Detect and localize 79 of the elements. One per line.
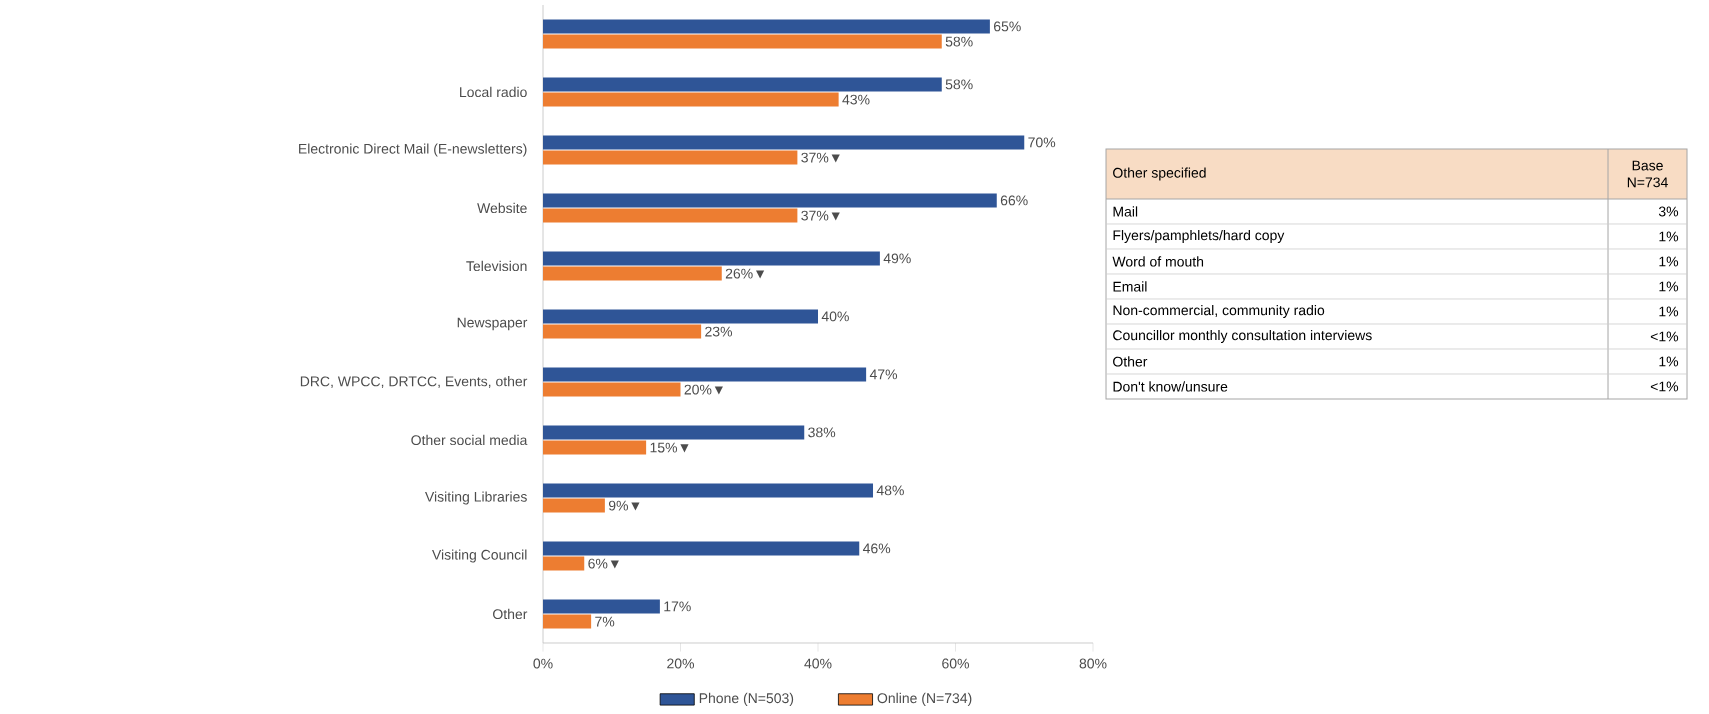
data-label: 47% xyxy=(869,369,898,380)
data-label: 49% xyxy=(883,253,911,264)
data-label: 37%▼ xyxy=(801,210,840,221)
data-label: 66% xyxy=(1000,195,1028,206)
text: 1% xyxy=(1659,256,1679,267)
bar xyxy=(543,77,942,92)
x-tick-label: 0% xyxy=(533,658,553,669)
text: <1% xyxy=(1650,381,1679,392)
text: 3% xyxy=(1658,206,1679,217)
bar xyxy=(543,19,990,34)
category-label: Flyers/pamphlets/hard copy xyxy=(1113,229,1285,244)
data-label: 58% xyxy=(945,79,973,90)
data-label: 17% xyxy=(664,601,691,612)
category-label: Word of mouth xyxy=(1112,256,1204,267)
legend-label: Phone (N=503) xyxy=(699,692,794,706)
bar xyxy=(543,193,997,208)
data-label: 58% xyxy=(945,36,973,47)
bar xyxy=(543,599,660,614)
y-tick-label: Visiting Council xyxy=(432,549,527,563)
category-label: Email xyxy=(1113,281,1147,292)
y-tick-label: Other social media xyxy=(411,434,528,446)
x-tick-label: 40% xyxy=(804,658,832,669)
data-label: 37%▼ xyxy=(801,152,840,163)
text: 1% xyxy=(1659,306,1679,317)
bar xyxy=(543,266,722,281)
category-label: Other xyxy=(1113,356,1148,367)
bar xyxy=(543,367,867,382)
text: <1% xyxy=(1650,331,1679,342)
data-label: 70% xyxy=(1028,137,1056,148)
text: Other specified xyxy=(1113,167,1206,181)
data-label: 46% xyxy=(862,543,891,554)
data-label: 20%▼ xyxy=(684,384,723,395)
data-label: 7% xyxy=(595,616,615,627)
category-label: Don't know/unsure xyxy=(1113,381,1228,392)
data-label: 40% xyxy=(821,311,849,322)
bar xyxy=(543,324,702,339)
bar xyxy=(543,251,880,266)
data-label: 48% xyxy=(876,485,904,496)
category-label: Councillor monthly consultation interviews xyxy=(1113,329,1372,344)
bar xyxy=(543,556,585,571)
y-tick-label: Electronic Direct Mail (E-newsletters) xyxy=(299,143,527,157)
y-tick-label: Other xyxy=(493,608,528,620)
text: Base N=734 xyxy=(1627,160,1668,188)
text: 1% xyxy=(1659,356,1679,367)
bar xyxy=(543,483,874,498)
y-tick-label: DRC, WPCC, DRTCC, Events, other xyxy=(300,376,528,388)
data-label: 43% xyxy=(842,94,870,105)
data-label: 6%▼ xyxy=(588,558,619,569)
bar xyxy=(543,34,942,49)
data-label: 38% xyxy=(808,427,836,438)
bar xyxy=(543,382,681,397)
data-label: 15%▼ xyxy=(650,442,689,453)
x-tick-label: 80% xyxy=(1079,658,1107,669)
data-label: 9%▼ xyxy=(608,500,640,511)
bar xyxy=(543,135,1025,150)
bar xyxy=(543,498,605,513)
y-tick-label: Newspaper xyxy=(457,317,528,331)
category-label: Non-commercial, community radio xyxy=(1113,304,1325,319)
category-label: Mail xyxy=(1113,206,1138,217)
y-tick-label: Local radio xyxy=(460,86,527,98)
bar xyxy=(543,614,592,629)
y-tick-label: Website xyxy=(477,202,527,214)
legend-label: Online (N=734) xyxy=(877,692,972,706)
bar xyxy=(543,309,819,324)
bar xyxy=(543,425,805,440)
data-label: 65% xyxy=(994,21,1021,32)
text: 1% xyxy=(1659,231,1679,242)
data-label: 23% xyxy=(705,326,733,337)
bar xyxy=(543,208,798,223)
bar xyxy=(543,92,839,107)
x-tick-label: 60% xyxy=(942,658,970,669)
bar xyxy=(543,150,798,165)
bar xyxy=(543,440,647,455)
x-tick-label: 20% xyxy=(667,658,695,669)
bar xyxy=(543,541,860,556)
y-tick-label: Visiting Libraries xyxy=(425,491,527,505)
y-tick-label: Television xyxy=(466,260,527,272)
data-label: 26%▼ xyxy=(725,268,765,279)
text: 1% xyxy=(1659,281,1679,292)
